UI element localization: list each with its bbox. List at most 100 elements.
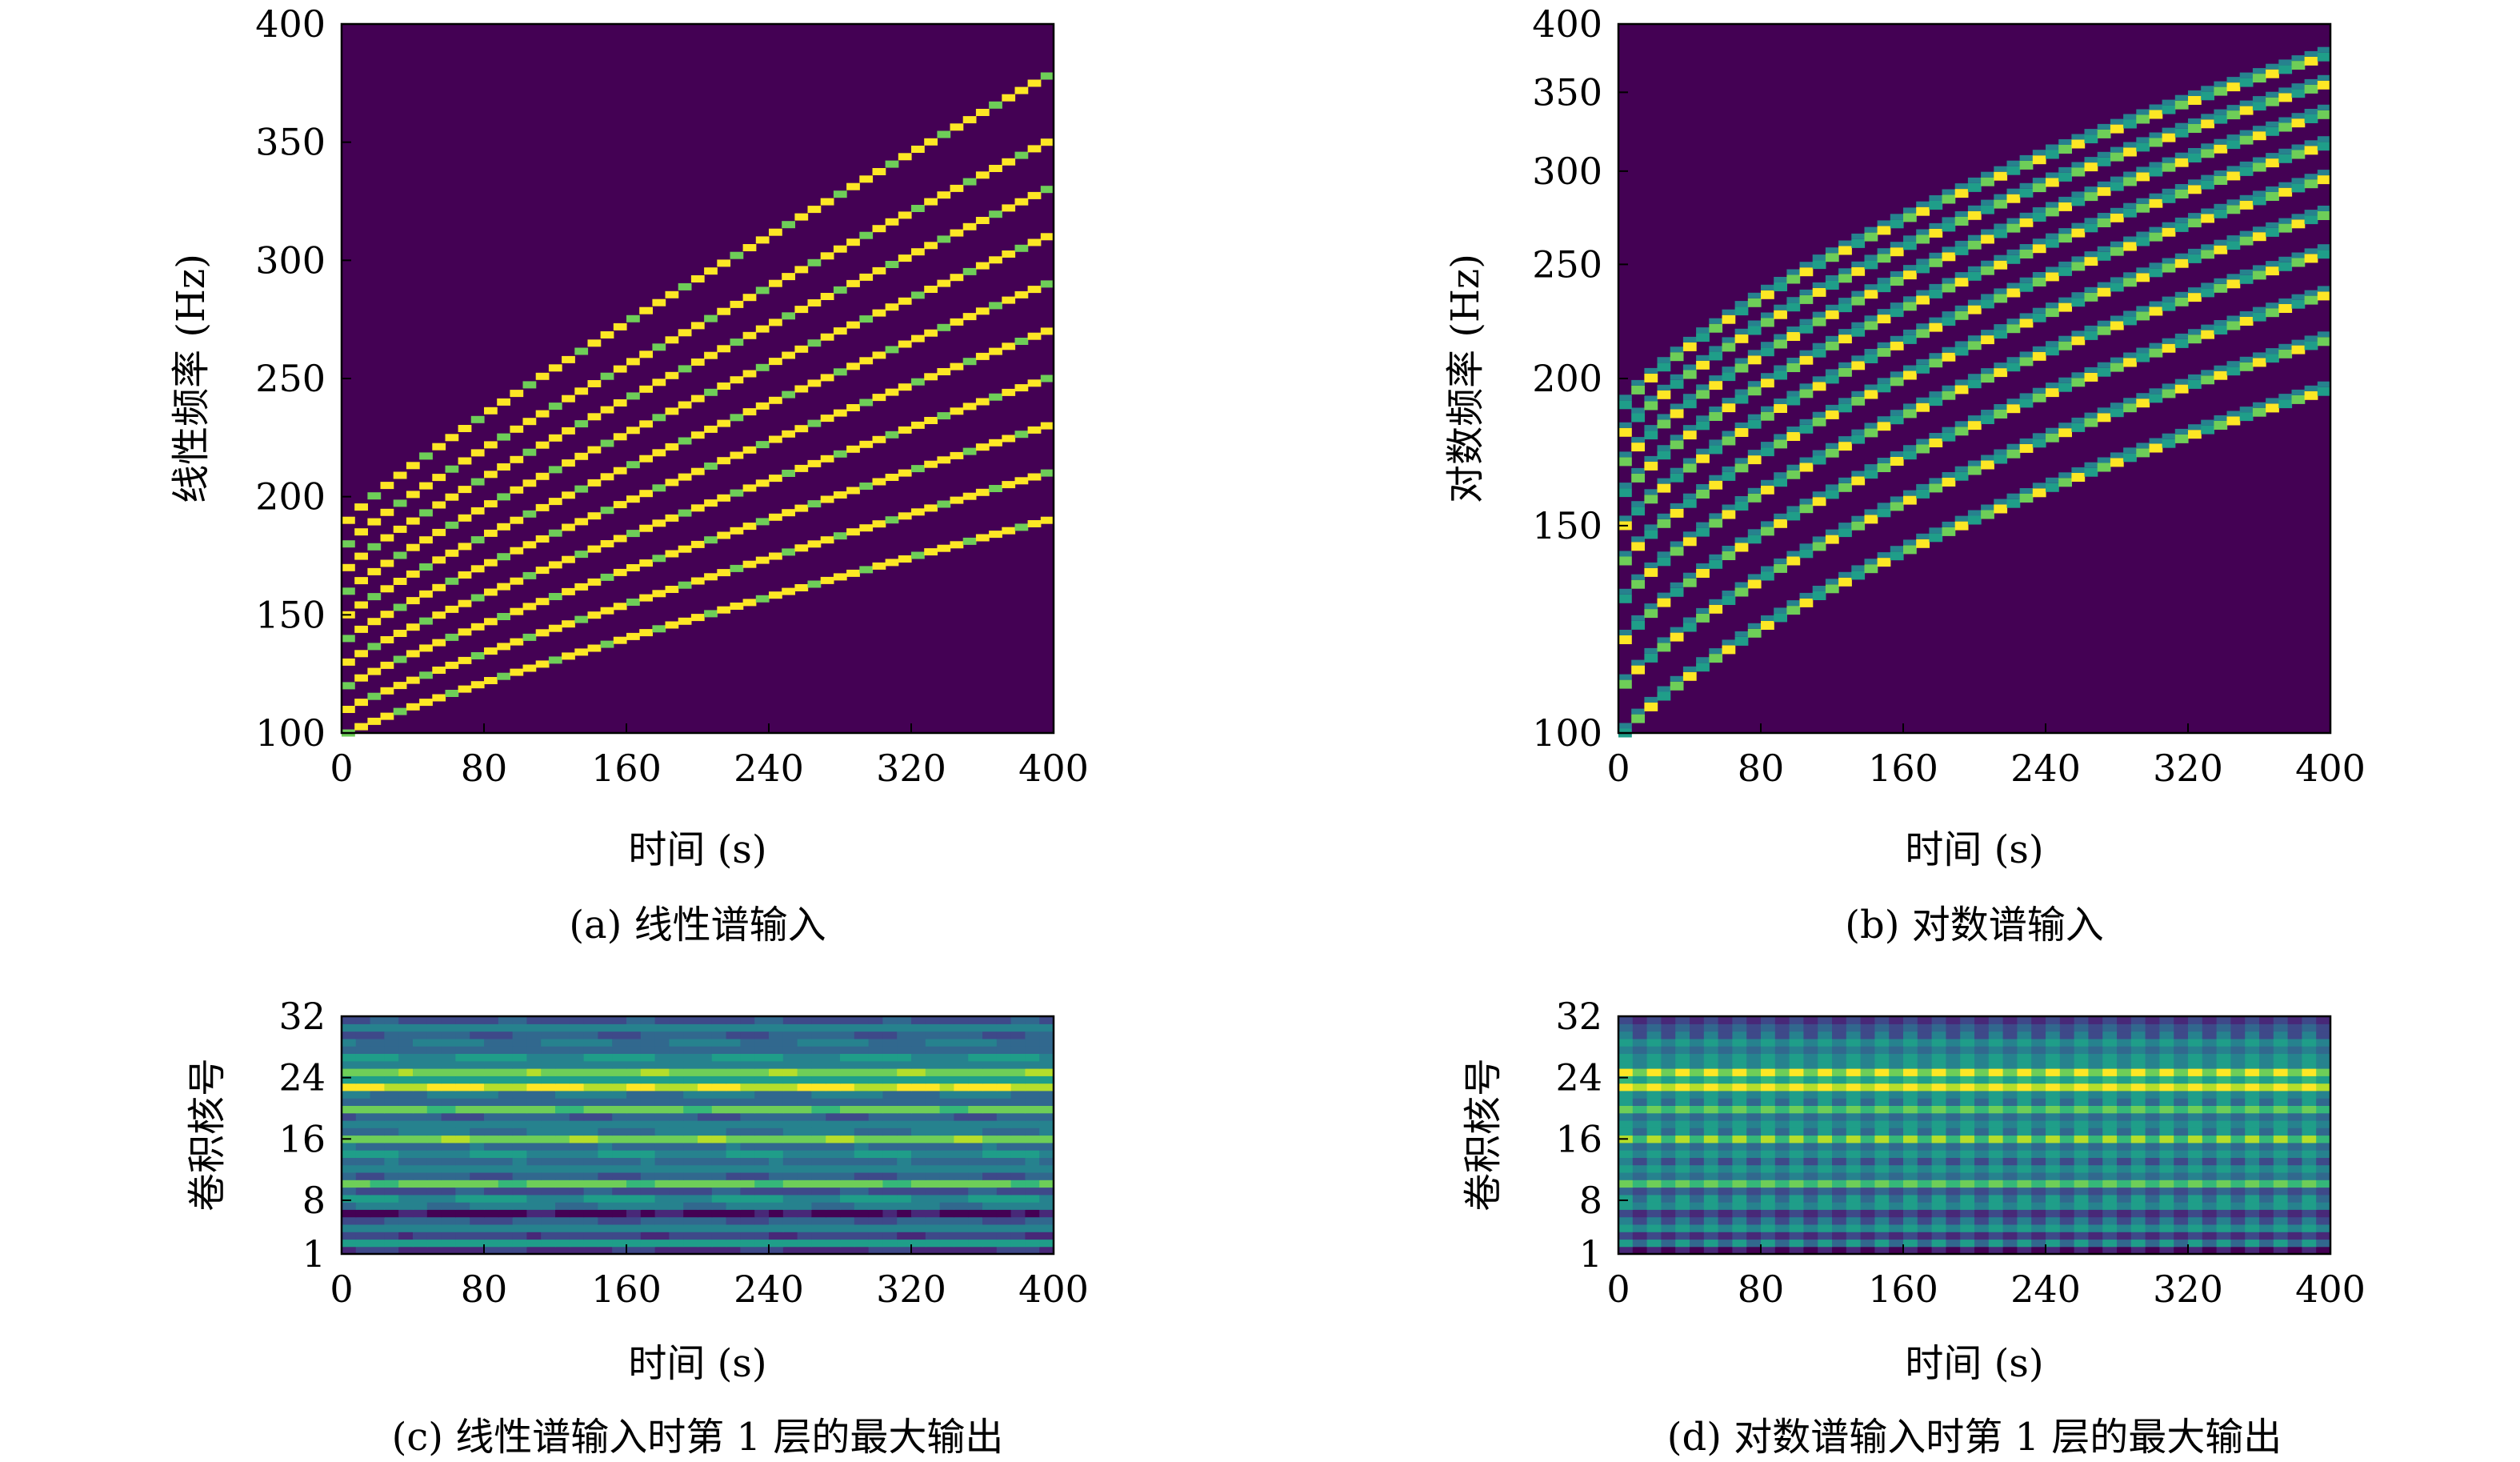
panel-d-kernel-14-cell [1818,1150,1833,1158]
panel-a-harmonic-1-cell [562,652,575,660]
panel-c-kernel-4-cell [782,1224,798,1232]
panel-c-kernel-30-cell [413,1031,428,1039]
panel-c-kernel-32-cell [413,1016,428,1024]
panel-c-kernel-17-cell [711,1128,727,1136]
panel-b-harmonic-3-cell [2046,388,2059,398]
panel-d-kernel-12-cell [2046,1164,2061,1173]
panel-d-kernel-10-cell [1974,1180,1990,1188]
panel-c-kernel-23-cell [355,1083,371,1091]
panel-c-kernel-25-cell [882,1068,898,1076]
panel-d-kernel-27-cell [2074,1053,2089,1062]
panel-d-kernel-18-cell [1789,1120,1804,1128]
panel-d-kernel-9-cell [2259,1187,2274,1196]
panel-b-harmonic-8-halo [2162,157,2176,163]
panel-c-kernel-20-cell [811,1105,826,1114]
panel-d-kernel-5-cell [2088,1216,2103,1225]
panel-d-kernel-25-cell [2130,1068,2146,1076]
panel-c-kernel-10-cell [698,1180,713,1188]
panel-b-harmonic-5-halo [1618,551,1632,557]
panel-d-kernel-24-cell [2145,1075,2160,1084]
panel-d-kernel-18-cell [2002,1120,2018,1128]
panel-d-kernel-5-cell [1988,1216,2004,1225]
panel-b-harmonic-7-halo [2214,170,2228,176]
panel-c-kernel-9-cell [569,1187,585,1196]
panel-c-kernel-10-cell [626,1180,642,1188]
panel-d-kernel-6-cell [2188,1209,2203,1218]
panel-c-kernel-30-cell [355,1031,371,1039]
panel-b-harmonic-7-halo [2110,207,2124,214]
panel-c-kernel-3-cell [1039,1232,1054,1240]
panel-d-kernel-24-cell [1860,1075,1875,1084]
panel-d-kernel-14-cell [1832,1150,1847,1158]
panel-d-kernel-16-cell [2159,1135,2174,1144]
panel-c-kernel-3-cell [654,1232,670,1240]
panel-a-harmonic-3-cell [393,655,407,663]
panel-a-harmonic-9-cell [1002,158,1016,166]
panel-a-harmonic-2-cell [859,524,874,532]
panel-a-harmonic-3-cell [717,531,731,539]
panel-d-kernel-9-cell [1718,1187,1733,1196]
panel-a-harmonic-8-cell [548,434,562,442]
panel-d-kernel-18-cell [1746,1120,1762,1128]
panel-d-kernel-11-cell [2245,1172,2260,1180]
panel-c-kernel-14-cell [782,1150,798,1158]
panel-c-kernel-4-cell [711,1224,727,1232]
panel-d-kernel-29-cell [2188,1038,2203,1047]
panel-d-kernel-1-cell [2245,1246,2260,1255]
panel-d-kernel-8-cell [2174,1194,2189,1203]
panel-d-kernel-28-cell [2002,1046,2018,1054]
panel-d-kernel-3-cell [1946,1232,1961,1240]
panel-d-kernel-26-cell [1846,1060,1862,1069]
panel-c-kernel-27-cell [498,1053,514,1062]
panel-d-kernel-19-cell [1818,1112,1833,1121]
panel-c-kernel-2-cell [669,1239,684,1248]
panel-c-kernel-16-cell [683,1135,698,1144]
panel-c-kernel-23-cell [1010,1083,1026,1091]
panel-d-kernel-23-cell [1874,1083,1890,1091]
panel-c-kernel-17-cell [413,1128,428,1136]
panel-d-kernel-30-cell [1732,1031,1747,1039]
panel-d-kernel-16-cell [1774,1135,1790,1144]
panel-c-kernel-9-cell [868,1187,883,1196]
panel-b-harmonic-1-cell [1967,515,1982,525]
panel-d-kernel-4-cell [1675,1224,1690,1232]
panel-c-kernel-25-cell [1039,1068,1054,1076]
panel-d-kernel-29-cell [1618,1038,1634,1047]
panel-d-kernel-6-cell [1803,1209,1818,1218]
panel-c-kernel-1-cell [698,1246,713,1255]
panel-d-kernel-12-cell [1988,1164,2004,1173]
panel-d-kernel-17-cell [2316,1128,2331,1136]
panel-b-harmonic-3-cell [2278,304,2293,313]
panel-a-harmonic-10-cell [820,198,834,206]
panel-c-kernel-12-cell [826,1164,841,1173]
panel-b-harmonic-6-halo [1851,355,1866,362]
panel-a-harmonic-8-cell [690,358,705,366]
panel-c-kernel-11-cell [398,1172,414,1180]
panel-a-harmonic-4-cell [587,545,602,553]
panel-c-kernel-30-cell [441,1031,456,1039]
panel-c-kernel-9-cell [470,1187,485,1196]
panel-d-kernel-5-cell [1618,1216,1634,1225]
panel-c-kernel-24-cell [1039,1075,1054,1084]
panel-a-harmonic-10-cell [859,175,874,183]
panel-c-kernel-32-cell [868,1016,883,1024]
panel-c-kernel-31-cell [882,1023,898,1032]
panel-d-kernel-10-cell [1789,1180,1804,1188]
panel-b-harmonic-2-cell [1747,579,1762,589]
panel-a-harmonic-7-cell [782,351,795,359]
panel-b-harmonic-2-halo [2084,412,2098,419]
panel-a-harmonic-7-cell [820,333,834,341]
panel-d-kernel-19-cell [2046,1112,2061,1121]
panel-a-harmonic-1-cell [548,656,562,664]
panel-b-harmonic-8-cell [2097,186,2111,196]
panel-b-harmonic-4-halo [2201,282,2214,289]
panel-d-kernel-3-cell [2117,1232,2132,1240]
panel-c-kernel-1-cell [882,1246,898,1255]
panel-c-kernel-29-cell [726,1038,741,1047]
panel-d-kernel-14-cell [1974,1150,1990,1158]
panel-c-kernel-26-cell [426,1060,442,1069]
panel-d-kernel-13-cell [1774,1157,1790,1166]
panel-c-kernel-20-cell [654,1105,670,1114]
panel-d-kernel-16-cell [1889,1135,1904,1144]
panel-c-kernel-28-cell [626,1046,642,1054]
